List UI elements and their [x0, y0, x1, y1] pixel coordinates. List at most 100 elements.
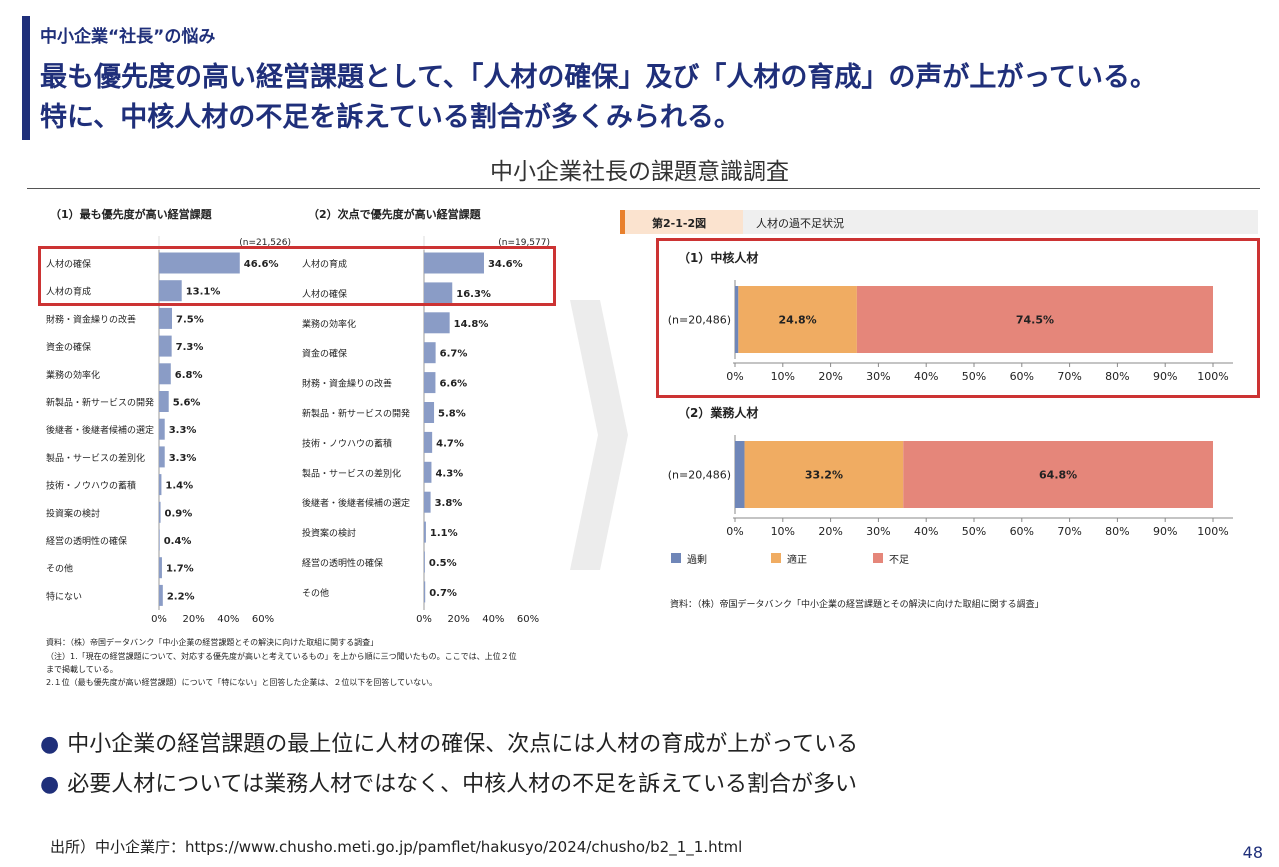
tick-label: 50% — [962, 525, 986, 538]
category-label: 製品・サービスの差別化 — [46, 452, 145, 464]
tick-label: 40% — [914, 525, 938, 538]
tick-label: 40% — [217, 614, 239, 625]
tick-label: 40% — [914, 370, 938, 383]
tick-label: 90% — [1153, 370, 1177, 383]
bar — [159, 418, 165, 440]
tick-label: 80% — [1105, 370, 1129, 383]
data-label: 3.8% — [435, 498, 463, 509]
data-label: 6.8% — [175, 370, 203, 381]
data-label: 6.7% — [440, 349, 468, 360]
chart-footnote: まで掲載している。 — [46, 664, 118, 674]
bar — [424, 431, 433, 453]
bar — [424, 282, 453, 304]
category-label: 財務・資金繰りの改善 — [302, 378, 392, 390]
figure-number-badge — [625, 210, 743, 234]
page-number: 48 — [1242, 843, 1263, 862]
tick-label: 20% — [818, 370, 842, 383]
data-label: 7.5% — [176, 314, 204, 325]
stacked-segment — [735, 441, 745, 508]
data-label: 6.6% — [439, 379, 467, 390]
bar — [424, 521, 426, 543]
data-label: 24.8% — [779, 314, 817, 327]
category-label: 後継者・後継者候補の選定 — [46, 424, 154, 436]
tick-label: 10% — [771, 525, 795, 538]
category-label: (n=20,486) — [668, 314, 731, 327]
category-label: 製品・サービスの差別化 — [302, 467, 401, 479]
tick-label: 90% — [1153, 525, 1177, 538]
tick-label: 70% — [1057, 525, 1081, 538]
data-label: 33.2% — [805, 469, 843, 482]
bar — [159, 529, 160, 551]
category-label: 業務の効率化 — [302, 318, 356, 330]
category-label: 人材の確保 — [46, 258, 91, 270]
chart-source-note: 資料：（株）帝国データバンク「中小企業の経営課題とその解決に向けた取組に関する調… — [670, 598, 1044, 610]
bullet-item-1: ● 中小企業の経営課題の最上位に人材の確保、次点には人材の育成が上がっている — [40, 726, 858, 758]
tick-label: 20% — [183, 614, 205, 625]
bar — [424, 491, 431, 513]
bar — [159, 501, 161, 523]
data-label: 0.4% — [164, 536, 192, 547]
category-label: 人材の確保 — [302, 288, 347, 300]
category-label: 特にない — [46, 590, 82, 602]
sample-size-label: (n=19,577) — [498, 238, 550, 248]
category-label: 人材の育成 — [302, 258, 347, 270]
tick-label: 30% — [866, 370, 890, 383]
bar — [159, 280, 182, 302]
category-label: 技術・ノウハウの蓄積 — [302, 437, 392, 449]
legend-label: 過剰 — [687, 554, 707, 566]
section-title: 中小企業社長の課題意識調査 — [490, 159, 789, 185]
slide-headline: 最も優先度の高い経営課題として、「人材の確保」及び「人材の育成」の声が上がってい… — [40, 58, 1260, 138]
data-label: 0.9% — [165, 508, 193, 519]
chart-source-note: 資料：（株）帝国データバンク「中小企業の経営課題とその解決に向けた取組に関する調… — [46, 637, 378, 647]
stacked-segment — [856, 286, 1213, 353]
bar — [424, 551, 425, 573]
data-label: 5.8% — [438, 409, 466, 420]
stacked-segment — [735, 286, 739, 353]
bar — [159, 557, 162, 579]
data-label: 4.3% — [435, 468, 463, 479]
figure-header-accent — [620, 210, 625, 234]
tick-label: 0% — [726, 525, 743, 538]
bar — [159, 446, 165, 468]
tick-label: 20% — [448, 614, 470, 625]
bar — [424, 312, 450, 334]
bullet-text-2: 必要人材については業務人材ではなく、中核人材の不足を訴えている割合が多い — [67, 772, 858, 797]
source-citation: 出所）中小企業庁：https://www.chusho.meti.go.jp/p… — [50, 838, 743, 856]
data-label: 0.7% — [429, 588, 457, 599]
headline-line-1: 最も優先度の高い経営課題として、「人材の確保」及び「人材の育成」の声が上がってい… — [40, 62, 1157, 93]
category-label: 新製品・新サービスの開発 — [302, 408, 410, 420]
data-label: 0.5% — [429, 558, 457, 569]
category-label: 資金の確保 — [46, 341, 91, 353]
category-label: 後継者・後継者候補の選定 — [302, 497, 410, 509]
chart-footnote: （注）1.「現在の経営課題について、対応する優先度が高いと考えているもの」を上か… — [46, 651, 517, 661]
data-label: 64.8% — [1039, 469, 1077, 482]
tick-label: 80% — [1105, 525, 1129, 538]
chart-footnote: 2.１位（最も優先度が高い経営課題）について「特にない」と回答した企業は、２位以… — [46, 677, 437, 687]
data-label: 2.2% — [167, 591, 195, 602]
data-label: 5.6% — [173, 398, 201, 409]
category-label: 新製品・新サービスの開発 — [46, 397, 154, 409]
tick-label: 10% — [771, 370, 795, 383]
headline-line-2: 特に、中核人材の不足を訴えている割合が多くみられる。 — [40, 102, 741, 133]
bar — [159, 391, 169, 412]
tick-label: 60% — [1010, 525, 1034, 538]
tick-label: 50% — [962, 370, 986, 383]
sample-size-label: (n=21,526) — [239, 238, 291, 248]
figure-title: 人材の過不足状況 — [756, 216, 844, 230]
category-label: 経営の透明性の確保 — [302, 557, 383, 569]
category-label: (n=20,486) — [668, 469, 731, 482]
data-label: 74.5% — [1016, 314, 1054, 327]
data-label: 1.4% — [165, 481, 193, 492]
bullet-text-1: 中小企業の経営課題の最上位に人材の確保、次点には人材の育成が上がっている — [67, 732, 859, 757]
tick-label: 70% — [1057, 370, 1081, 383]
bar — [424, 372, 436, 394]
tick-label: 100% — [1197, 525, 1228, 538]
data-label: 34.6% — [488, 259, 523, 270]
data-label: 3.3% — [169, 425, 197, 436]
figure-number: 第2-1-2図 — [652, 216, 706, 230]
category-label: その他 — [46, 563, 73, 575]
bar — [424, 402, 435, 423]
bar — [159, 252, 240, 274]
figure-header-band — [743, 210, 1258, 234]
category-label: 財務・資金繰りの改善 — [46, 313, 136, 325]
